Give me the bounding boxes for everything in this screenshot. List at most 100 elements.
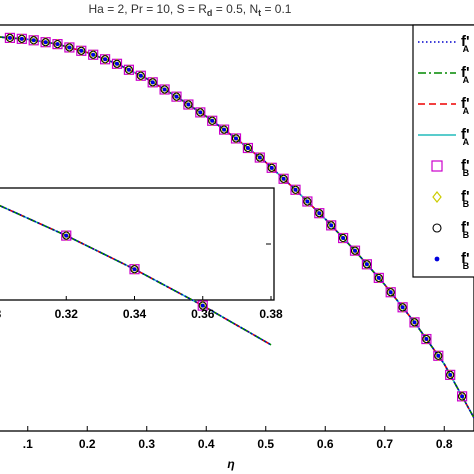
marker-dot xyxy=(305,199,310,204)
marker-dot xyxy=(19,36,24,41)
legend-marker-circle xyxy=(432,223,442,233)
marker-diamond xyxy=(77,45,86,57)
inset-x-tick-label: 0.32 xyxy=(55,307,79,321)
marker-diamond xyxy=(198,300,207,311)
marker-diamond xyxy=(184,99,193,110)
marker-circle xyxy=(303,197,312,206)
marker-dot xyxy=(293,187,298,192)
legend-label: f'A xyxy=(461,64,470,85)
x-tick-label: 0.5 xyxy=(257,437,274,451)
marker-diamond xyxy=(303,196,312,207)
marker-circle xyxy=(279,174,288,183)
marker-dot xyxy=(91,52,96,57)
legend-label: f'A xyxy=(461,33,470,54)
marker-dot xyxy=(424,337,429,342)
chart-title: Ha = 2, Pr = 10, S = Rd = 0.5, Nt = 0.1 xyxy=(89,2,292,18)
marker-circle xyxy=(446,370,455,379)
marker-diamond xyxy=(112,58,122,70)
marker-circle xyxy=(124,65,133,74)
x-tick-label: 0.6 xyxy=(317,437,334,451)
marker-circle xyxy=(112,59,122,68)
marker-circle xyxy=(41,38,50,47)
x-tick-label: 0.3 xyxy=(138,437,155,451)
marker-circle xyxy=(29,36,38,45)
legend-marker-diamond xyxy=(432,191,442,203)
marker-diamond xyxy=(29,34,38,46)
x-tick-label: 0.2 xyxy=(79,437,96,451)
marker-dot xyxy=(64,233,69,238)
marker-dot xyxy=(174,94,179,99)
marker-circle xyxy=(136,71,145,80)
marker-dot xyxy=(341,236,346,241)
marker-diamond xyxy=(62,230,71,241)
marker-dot xyxy=(198,110,203,115)
marker-circle xyxy=(422,334,431,344)
marker-circle xyxy=(89,50,98,59)
inset-markers xyxy=(61,230,208,311)
marker-dot xyxy=(210,118,215,123)
legend-label: f'A xyxy=(461,126,470,147)
main-markers xyxy=(4,32,468,402)
marker-diamond xyxy=(267,162,276,174)
inset-x-tick-label: 0.36 xyxy=(191,307,215,321)
marker-circle xyxy=(5,33,14,42)
marker-dot xyxy=(150,80,155,85)
marker-circle xyxy=(410,318,419,327)
x-tick-label: 0.7 xyxy=(376,437,393,451)
marker-diamond xyxy=(315,207,324,219)
marker-diamond xyxy=(124,64,134,76)
marker-diamond xyxy=(338,232,348,244)
marker-dot xyxy=(269,165,274,170)
marker-dot xyxy=(364,262,369,267)
marker-dot xyxy=(138,73,143,78)
marker-dot xyxy=(436,353,441,358)
inset-x-tick-label: 0.34 xyxy=(123,307,147,321)
marker-circle xyxy=(243,143,252,153)
marker-circle xyxy=(267,163,276,172)
marker-dot xyxy=(103,57,108,62)
marker-circle xyxy=(458,392,467,401)
marker-circle xyxy=(362,260,371,269)
marker-circle xyxy=(231,134,241,143)
marker-diamond xyxy=(327,220,336,231)
marker-dot xyxy=(200,303,205,308)
marker-circle xyxy=(398,303,407,312)
marker-diamond xyxy=(231,133,241,144)
marker-dot xyxy=(400,305,405,310)
marker-dot xyxy=(67,45,72,50)
marker-diamond xyxy=(5,32,15,44)
marker-diamond xyxy=(65,42,74,53)
marker-dot xyxy=(132,267,137,272)
legend-marker-square xyxy=(431,160,443,172)
marker-dot xyxy=(79,48,84,53)
marker-diamond xyxy=(386,286,395,298)
marker-diamond xyxy=(422,333,431,345)
marker-circle xyxy=(198,301,207,310)
marker-diamond xyxy=(148,77,157,88)
marker-diamond xyxy=(219,124,229,135)
marker-dot xyxy=(234,136,238,141)
marker-dot xyxy=(55,42,60,47)
marker-diamond xyxy=(100,53,110,65)
marker-dot xyxy=(115,61,119,66)
marker-dot xyxy=(7,35,12,40)
marker-dot xyxy=(353,248,357,253)
marker-diamond xyxy=(130,263,139,275)
marker-circle xyxy=(148,78,157,87)
marker-diamond xyxy=(291,184,300,196)
marker-dot xyxy=(222,127,227,132)
marker-circle xyxy=(172,92,181,101)
marker-diamond xyxy=(89,49,98,61)
x-tick-label: .1 xyxy=(23,437,33,451)
legend-label: f'B xyxy=(461,219,470,240)
main-x-ticks: .1 0.2 0.3 0.4 0.5 0.6 0.7 0.8 xyxy=(23,426,453,451)
inset-x-tick-label: 3 xyxy=(0,307,2,321)
marker-dot xyxy=(31,38,36,43)
marker-circle xyxy=(434,351,443,360)
marker-circle xyxy=(17,34,26,43)
marker-dot xyxy=(162,87,167,92)
marker-diamond xyxy=(53,38,62,50)
marker-diamond xyxy=(196,107,205,118)
marker-circle xyxy=(327,221,336,230)
marker-dot xyxy=(43,40,48,45)
